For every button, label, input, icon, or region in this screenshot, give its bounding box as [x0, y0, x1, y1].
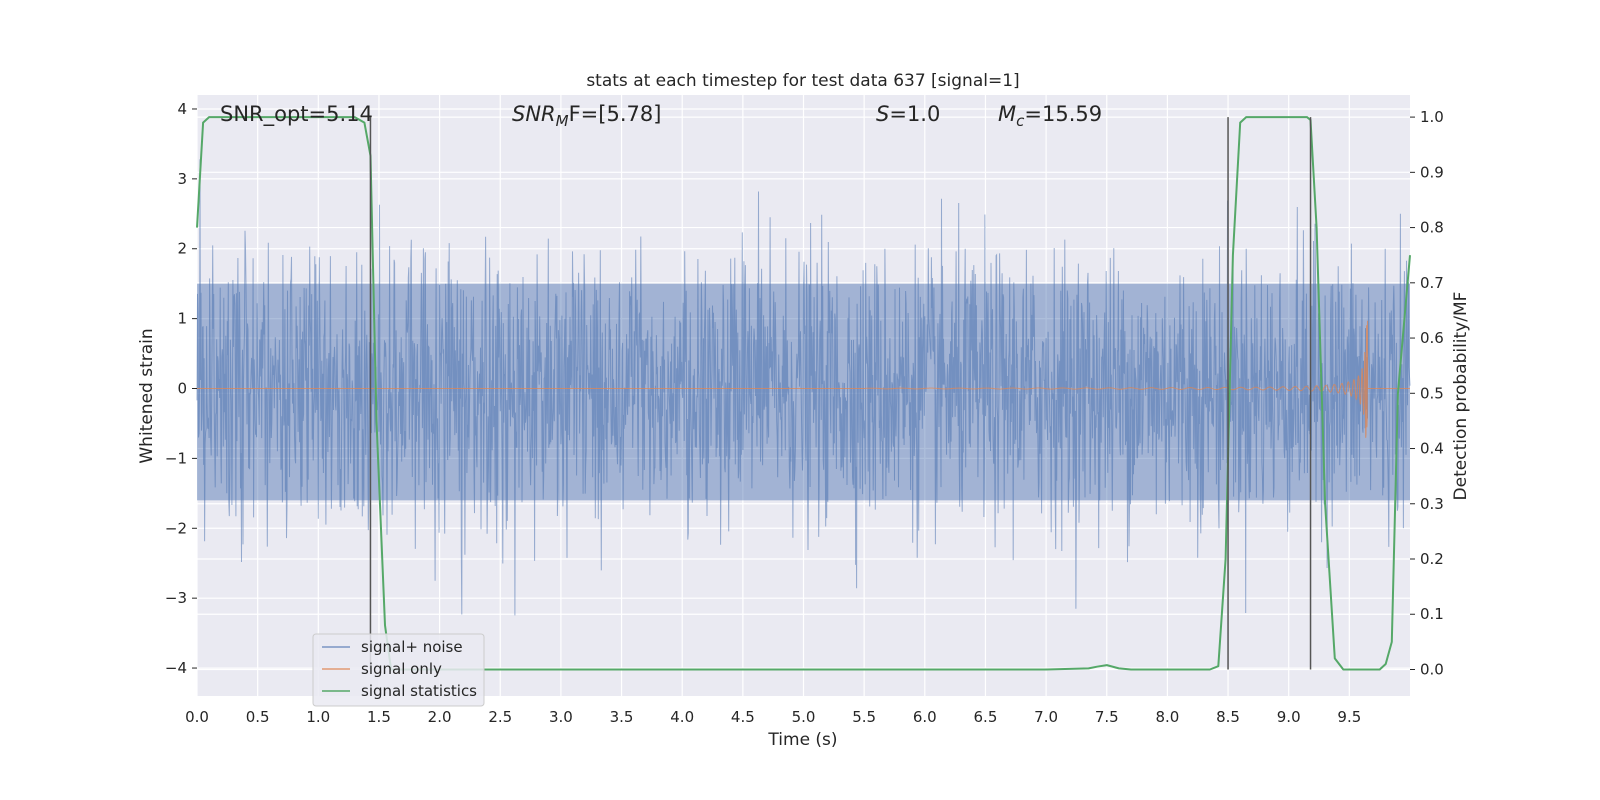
mc-subscript: c: [1016, 112, 1025, 130]
y-tick-label: 1: [177, 310, 187, 328]
y-right-tick-label: 0.4: [1420, 440, 1444, 458]
y-tick-label: 4: [177, 100, 187, 118]
x-axis-label: Time (s): [767, 730, 837, 750]
x-tick-label: 4.5: [731, 708, 755, 726]
annotation-s: S=1.0: [876, 102, 940, 126]
y-right-tick-label: 0.2: [1420, 550, 1444, 568]
series-signal-noise: [196, 159, 1411, 616]
x-tick-label: 7.5: [1095, 708, 1119, 726]
annotation-mc: Mc=15.59: [998, 102, 1102, 130]
x-tick-label: 3.5: [610, 708, 634, 726]
x-tick-label: 1.5: [367, 708, 391, 726]
x-tick-label: 8.0: [1155, 708, 1179, 726]
y-axis-label: Whitened strain: [137, 328, 157, 463]
x-tick-label: 3.0: [549, 708, 573, 726]
s-value: =1.0: [889, 102, 940, 126]
chart-title: stats at each timestep for test data 637…: [586, 71, 1019, 91]
x-tick-label: 9.0: [1277, 708, 1301, 726]
y-right-tick-label: 0.0: [1420, 660, 1444, 678]
x-tick-label: 4.0: [670, 708, 694, 726]
x-tick-label: 9.5: [1337, 708, 1361, 726]
y-right-tick-label: 1.0: [1420, 108, 1444, 126]
x-tick-label: 0.0: [185, 708, 209, 726]
y-right-axis-label: Detection probability/MF: [1451, 292, 1471, 501]
y-right-tick-label: 0.9: [1420, 163, 1444, 181]
annotation-snr-mf: SNRMF=[5.78]: [512, 102, 661, 130]
x-tick-label: 7.0: [1034, 708, 1058, 726]
snr-mf-value: F=[5.78]: [569, 102, 662, 126]
s-symbol: S: [876, 102, 889, 126]
signal-noise-envelope: [197, 283, 1410, 501]
legend-label-signal-statistics: signal statistics: [361, 682, 477, 700]
annotation-snr-opt: SNR_opt=5.14: [220, 102, 373, 127]
y-tick-label: 3: [177, 170, 187, 188]
x-tick-label: 5.5: [852, 708, 876, 726]
snr-mf-subscript: M: [556, 112, 569, 130]
x-tick-labels: 0.0 0.5 1.0 1.5 2.0 2.5 3.0 3.5 4.0 4.5 5.0 5.5 6.0 6…: [185, 708, 1361, 726]
y-right-tick-label: 0.7: [1420, 274, 1444, 292]
signal-statistics-line: [196, 116, 1411, 671]
legend-box: [312, 633, 485, 707]
y-tick-label: −3: [165, 589, 187, 607]
y-tick-label: −2: [165, 519, 187, 537]
series-signal-statistics: [196, 116, 1411, 671]
x-tick-label: 1.0: [306, 708, 330, 726]
y-right-tick-labels: 1.0 0.9 0.8 0.7 0.6 0.5 0.4 0.3 0.2 0.1 0.0: [1410, 108, 1444, 678]
signal-only-trace: [197, 320, 1410, 438]
legend-label-signal-noise: signal+ noise: [361, 638, 463, 656]
legend-label-signal-only: signal only: [361, 660, 442, 678]
y-right-tick-label: 0.1: [1420, 605, 1444, 623]
y-tick-label: 2: [177, 240, 187, 258]
x-tick-label: 6.0: [913, 708, 937, 726]
x-tick-label: 0.5: [246, 708, 270, 726]
legend: signal+ noise signal only signal statist…: [312, 633, 485, 707]
x-tick-label: 2.5: [488, 708, 512, 726]
y-tick-label: −1: [165, 449, 187, 467]
mc-value: =15.59: [1024, 102, 1102, 126]
x-tick-label: 5.0: [792, 708, 816, 726]
vertical-lines: [369, 117, 1312, 670]
y-right-tick-label: 0.3: [1420, 495, 1444, 513]
y-right-tick-label: 0.5: [1420, 384, 1444, 402]
x-tick-label: 8.5: [1216, 708, 1240, 726]
y-tick-label: −4: [165, 659, 187, 677]
y-tick-label: 0: [177, 380, 187, 398]
y-tick-labels: 4 3 2 1 0 −1 −2 −3 −4: [165, 100, 197, 677]
y-right-tick-label: 0.6: [1420, 329, 1444, 347]
y-right-tick-label: 0.8: [1420, 219, 1444, 237]
x-tick-label: 6.5: [974, 708, 998, 726]
snr-mf-symbol: SNR: [512, 102, 556, 126]
series-signal-only: [197, 320, 1410, 438]
signal-noise-trace: [196, 159, 1411, 616]
mc-symbol: M: [998, 102, 1016, 126]
x-tick-label: 2.0: [428, 708, 452, 726]
